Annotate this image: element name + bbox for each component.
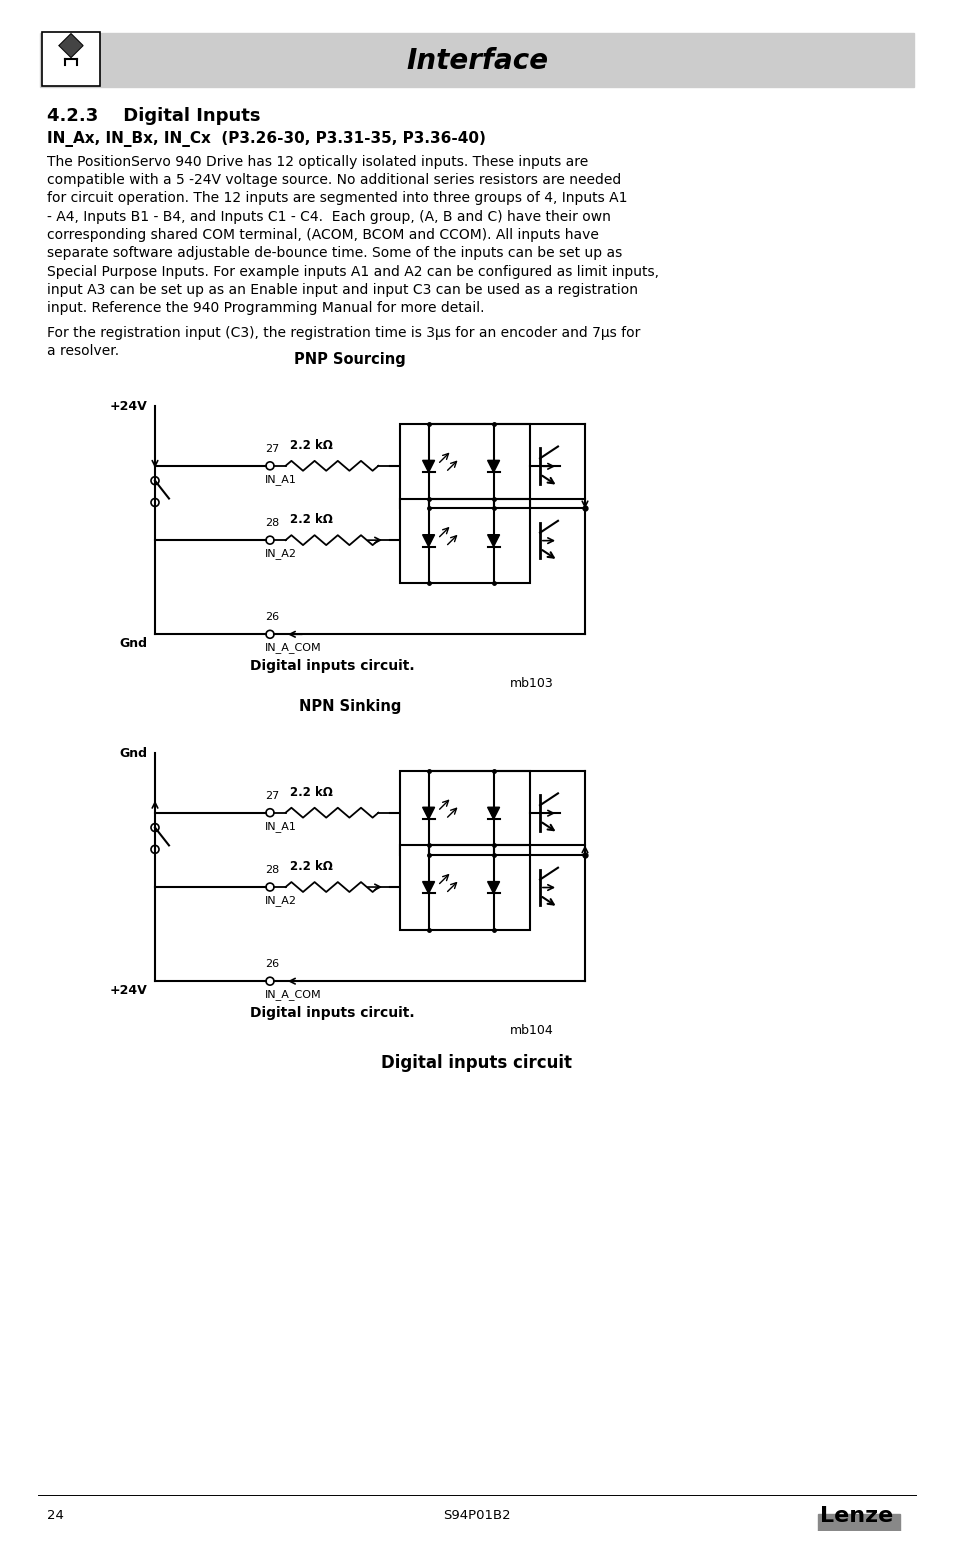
Text: 24: 24 xyxy=(47,1509,64,1522)
Text: 26: 26 xyxy=(265,959,279,969)
Polygon shape xyxy=(487,535,499,547)
Text: Digital inputs circuit.: Digital inputs circuit. xyxy=(250,1006,415,1020)
Text: 27: 27 xyxy=(265,443,279,454)
Text: AC Tech: AC Tech xyxy=(829,1533,887,1545)
Bar xyxy=(817,1514,899,1534)
Text: for circuit operation. The 12 inputs are segmented into three groups of 4, Input: for circuit operation. The 12 inputs are… xyxy=(47,192,627,205)
Text: Digital inputs circuit.: Digital inputs circuit. xyxy=(250,660,415,674)
Text: +24V: +24V xyxy=(110,400,147,413)
Text: separate software adjustable de-bounce time. Some of the inputs can be set up as: separate software adjustable de-bounce t… xyxy=(47,246,621,260)
Text: 2.2 kΩ: 2.2 kΩ xyxy=(290,786,333,799)
Polygon shape xyxy=(487,806,499,819)
Text: For the registration input (C3), the registration time is 3μs for an encoder and: For the registration input (C3), the reg… xyxy=(47,326,639,340)
Text: NPN Sinking: NPN Sinking xyxy=(298,698,401,714)
Text: Gnd: Gnd xyxy=(119,637,147,650)
Text: Lenze: Lenze xyxy=(820,1506,892,1526)
Text: Interface: Interface xyxy=(406,48,547,76)
Text: IN_A_COM: IN_A_COM xyxy=(265,989,321,1000)
Text: +24V: +24V xyxy=(110,984,147,997)
Bar xyxy=(399,499,530,582)
Text: Gnd: Gnd xyxy=(119,746,147,760)
Text: IN_A1: IN_A1 xyxy=(265,820,296,831)
Bar xyxy=(399,425,530,508)
Text: Special Purpose Inputs. For example inputs A1 and A2 can be configured as limit : Special Purpose Inputs. For example inpu… xyxy=(47,264,659,278)
Text: IN_A_COM: IN_A_COM xyxy=(265,643,321,654)
Text: 2.2 kΩ: 2.2 kΩ xyxy=(290,861,333,873)
Text: input A3 can be set up as an Enable input and input C3 can be used as a registra: input A3 can be set up as an Enable inpu… xyxy=(47,283,638,297)
Text: compatible with a 5 -24V voltage source. No additional series resistors are need: compatible with a 5 -24V voltage source.… xyxy=(47,173,620,187)
Text: 2.2 kΩ: 2.2 kΩ xyxy=(290,513,333,527)
Text: 28: 28 xyxy=(265,518,279,528)
Text: mb104: mb104 xyxy=(510,1024,553,1037)
Text: S94P01B2: S94P01B2 xyxy=(443,1509,510,1522)
Text: The PositionServo 940 Drive has 12 optically isolated inputs. These inputs are: The PositionServo 940 Drive has 12 optic… xyxy=(47,154,588,168)
Text: mb103: mb103 xyxy=(510,677,553,691)
Text: - A4, Inputs B1 - B4, and Inputs C1 - C4.  Each group, (A, B and C) have their o: - A4, Inputs B1 - B4, and Inputs C1 - C4… xyxy=(47,210,610,224)
Polygon shape xyxy=(422,535,435,547)
Text: 26: 26 xyxy=(265,612,279,623)
Text: 27: 27 xyxy=(265,791,279,800)
Text: PNP Sourcing: PNP Sourcing xyxy=(294,352,405,366)
Polygon shape xyxy=(422,882,435,893)
Text: Digital inputs circuit: Digital inputs circuit xyxy=(381,1054,572,1072)
Text: IN_A2: IN_A2 xyxy=(265,548,296,559)
Bar xyxy=(399,845,530,930)
Bar xyxy=(399,771,530,856)
Bar xyxy=(40,32,913,87)
Text: input. Reference the 940 Programming Manual for more detail.: input. Reference the 940 Programming Man… xyxy=(47,301,484,315)
Text: 28: 28 xyxy=(265,865,279,874)
Text: IN_A2: IN_A2 xyxy=(265,895,296,905)
Bar xyxy=(42,32,100,87)
Polygon shape xyxy=(59,34,83,57)
Text: corresponding shared COM terminal, (ACOM, BCOM and CCOM). All inputs have: corresponding shared COM terminal, (ACOM… xyxy=(47,229,598,243)
Text: 2.2 kΩ: 2.2 kΩ xyxy=(290,439,333,453)
Polygon shape xyxy=(422,460,435,473)
Text: IN_Ax, IN_Bx, IN_Cx  (P3.26-30, P3.31-35, P3.36-40): IN_Ax, IN_Bx, IN_Cx (P3.26-30, P3.31-35,… xyxy=(47,131,485,147)
Text: IN_A1: IN_A1 xyxy=(265,474,296,485)
Polygon shape xyxy=(422,806,435,819)
Polygon shape xyxy=(487,460,499,473)
Text: 4.2.3    Digital Inputs: 4.2.3 Digital Inputs xyxy=(47,107,260,125)
Text: a resolver.: a resolver. xyxy=(47,345,119,358)
Polygon shape xyxy=(487,882,499,893)
